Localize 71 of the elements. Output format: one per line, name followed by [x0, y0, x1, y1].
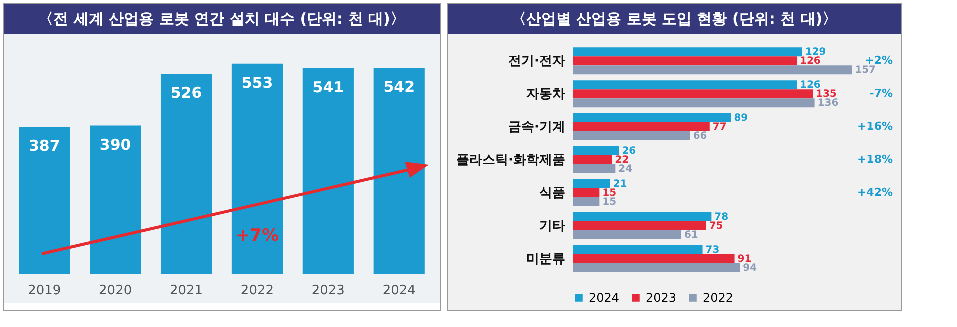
bar [573, 254, 735, 264]
data-label: 541 [312, 78, 344, 96]
text: +18% [857, 153, 893, 166]
bar [573, 230, 682, 240]
bar [573, 188, 600, 198]
bar [573, 80, 797, 90]
data-label: 22 [615, 155, 630, 166]
data-label: 21 [613, 178, 628, 190]
x-tick-label: 2021 [170, 284, 204, 298]
bar [573, 98, 815, 108]
y-tick-label: 플라스틱·화학제품 [456, 153, 566, 168]
data-label: 89 [734, 113, 748, 124]
data-label: 66 [693, 131, 708, 142]
data-label: 390 [100, 136, 132, 154]
bar [19, 126, 70, 274]
chart-title: 〈전 세계 산업용 로봇 연간 설치 대수 (단위: 천 대)〉 [4, 4, 440, 34]
x-tick-label: 2023 [312, 284, 345, 298]
y-tick-label: 전기·전자 [508, 54, 566, 70]
bar [90, 126, 142, 274]
bar [573, 197, 600, 206]
bar [573, 90, 813, 99]
y-tick-label: 기타 [540, 218, 566, 234]
bar [573, 155, 612, 165]
data-label: 542 [384, 78, 416, 96]
data-label: 157 [855, 65, 876, 76]
data-label: 73 [706, 244, 720, 256]
bar [573, 48, 802, 57]
data-label: 78 [714, 212, 729, 223]
data-label: 61 [684, 230, 698, 241]
text: +16% [857, 120, 893, 134]
text: +42% [857, 186, 893, 199]
x-tick-label: 2019 [28, 284, 62, 298]
bar [573, 66, 852, 75]
data-label: 553 [242, 74, 274, 92]
y-tick-label: 식품 [540, 186, 566, 201]
data-label: 387 [28, 136, 60, 155]
chart-title: 〈산업별 산업용 로봇 도입 현황 (단위: 천 대)〉 [448, 4, 901, 34]
bar [573, 263, 740, 272]
bar [573, 114, 732, 123]
bar [573, 164, 616, 174]
bar [573, 179, 610, 188]
bar [160, 74, 212, 274]
data-label: 136 [818, 98, 839, 110]
bar [573, 146, 620, 156]
y-tick-label: 자동차 [526, 87, 566, 102]
bar [374, 68, 425, 274]
bar [302, 68, 354, 274]
data-label: 126 [800, 56, 821, 68]
data-label: 15 [602, 188, 617, 199]
y-tick-label: 금속·기계 [508, 120, 566, 136]
text: -7% [870, 87, 893, 100]
data-label: 77 [712, 122, 727, 134]
bar [573, 212, 712, 222]
bar [573, 245, 703, 254]
data-label: 24 [618, 164, 633, 176]
x-tick-label: 2024 [382, 284, 416, 298]
data-label: 526 [170, 84, 202, 102]
y-tick-label: 미분류 [526, 252, 566, 267]
data-label: 26 [622, 146, 636, 157]
data-label: 94 [743, 262, 758, 274]
bar [573, 132, 690, 141]
bar [573, 122, 710, 132]
bar [573, 56, 797, 66]
x-tick-label: 2020 [99, 284, 132, 298]
data-label: 91 [738, 254, 752, 265]
annotation: +7% [236, 226, 280, 246]
bar [232, 64, 284, 274]
x-tick-label: 2022 [240, 284, 274, 298]
data-label: 75 [709, 220, 724, 232]
data-label: 15 [602, 196, 617, 208]
bar [573, 221, 706, 230]
